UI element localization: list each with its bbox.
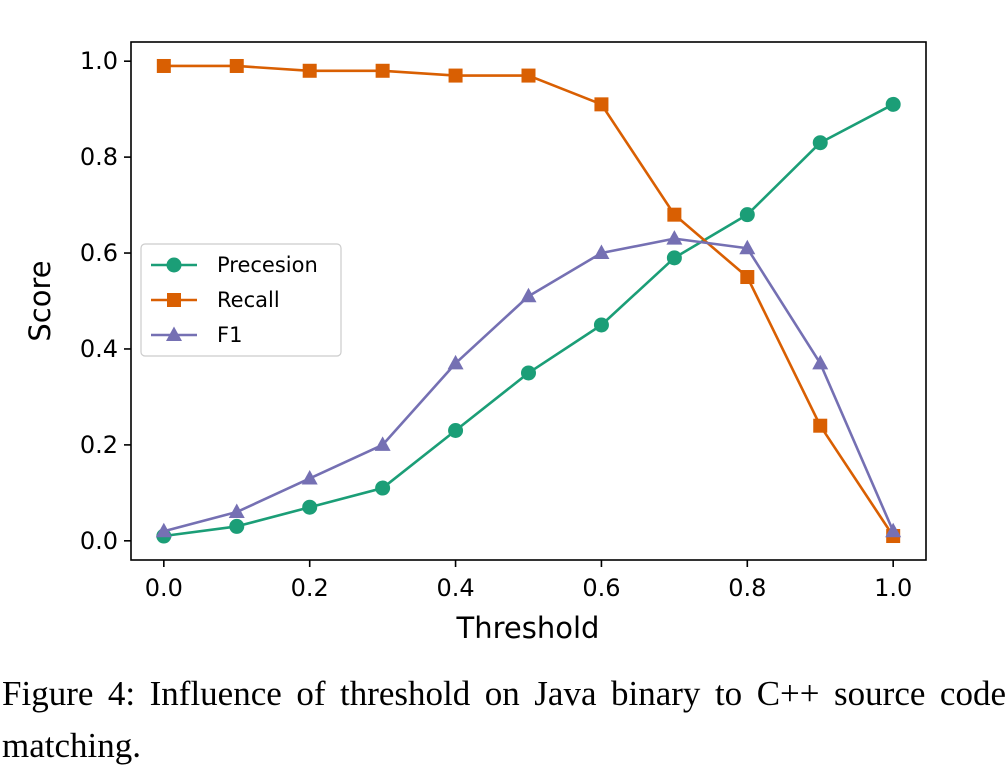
y-tick-label: 0.2 <box>80 431 118 459</box>
legend-marker-precesion <box>166 257 182 273</box>
data-point-recall <box>594 97 609 112</box>
data-point-f1 <box>812 354 829 370</box>
legend-marker-f1 <box>166 326 182 341</box>
data-point-f1 <box>374 436 391 451</box>
plot-content <box>155 58 902 544</box>
data-point-f1 <box>228 503 245 519</box>
y-tick-label: 0.6 <box>80 239 118 267</box>
data-point-precesion <box>812 135 828 151</box>
y-axis: 0.0 0.2 0.4 0.6 0.8 1.0 <box>80 47 131 555</box>
data-point-recall <box>521 68 536 83</box>
y-tick-label: 0.4 <box>80 335 118 363</box>
data-point-precesion <box>448 423 464 438</box>
y-tick-label: 1.0 <box>80 47 118 75</box>
y-tick-label: 0.8 <box>80 143 118 171</box>
data-point-f1 <box>301 469 318 485</box>
data-point-precesion <box>302 499 318 515</box>
data-point-precesion <box>375 480 391 496</box>
data-point-precesion <box>739 207 755 223</box>
data-point-precesion <box>666 250 682 266</box>
x-tick-label: 0.2 <box>291 574 329 602</box>
x-tick-label: 0.0 <box>145 574 183 602</box>
data-point-f1 <box>885 522 902 538</box>
legend-marker-recall <box>167 293 181 307</box>
legend-label-recall: Recall <box>217 288 280 312</box>
data-point-precesion <box>593 317 609 333</box>
data-point-precesion <box>885 96 901 112</box>
legend: Precesion Recall F1 <box>140 243 342 357</box>
data-point-recall <box>302 63 317 78</box>
line-chart: 0.0 0.2 0.4 0.6 0.8 1.0 0.0 0.2 0.4 0.6 0.8 1.0 Th… <box>23 41 927 645</box>
x-tick-label: 1.0 <box>874 574 912 602</box>
x-tick-label: 0.4 <box>436 574 474 602</box>
data-point-recall <box>740 270 755 285</box>
data-point-f1 <box>155 522 172 538</box>
plot-frame <box>130 41 927 561</box>
legend-label-f1: F1 <box>217 323 242 347</box>
data-point-recall <box>375 63 390 78</box>
data-point-f1 <box>593 244 610 260</box>
data-point-precesion <box>229 518 245 534</box>
y-axis-title: Score <box>23 260 57 341</box>
legend-label-precesion: Precesion <box>217 253 318 277</box>
x-tick-label: 0.8 <box>728 574 766 602</box>
data-point-recall <box>813 418 828 433</box>
series-f1 <box>155 230 902 538</box>
data-point-f1 <box>520 287 537 303</box>
data-point-f1 <box>447 354 464 370</box>
x-axis-title: Threshold <box>456 611 600 645</box>
x-axis: 0.0 0.2 0.4 0.6 0.8 1.0 <box>145 560 912 602</box>
data-point-recall <box>448 68 463 83</box>
data-point-f1 <box>666 230 683 245</box>
figure-caption: Figure 4: Influence of threshold on Java… <box>2 674 1006 765</box>
data-point-precesion <box>521 365 536 381</box>
y-tick-label: 0.0 <box>80 527 118 555</box>
x-tick-label: 0.6 <box>582 574 620 602</box>
legend-box <box>140 243 342 357</box>
data-point-recall <box>667 207 682 222</box>
data-point-f1 <box>739 239 756 255</box>
data-point-recall <box>156 58 171 73</box>
series-precesion <box>156 96 901 544</box>
data-point-recall <box>229 58 244 73</box>
